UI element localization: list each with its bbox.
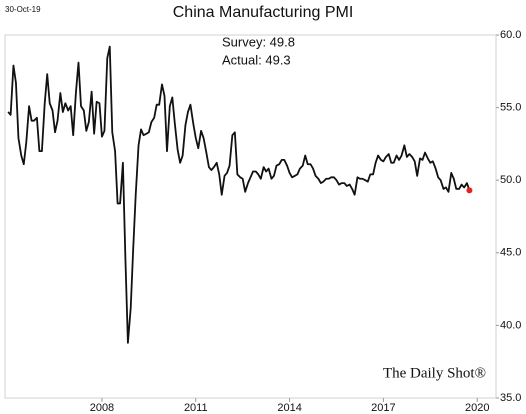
- y-tick-label: 45.0: [500, 247, 521, 259]
- date-label: 30-Oct-19: [5, 5, 41, 14]
- line: [7, 45, 471, 344]
- x-tick-label: 2017: [371, 402, 395, 414]
- chart-title: China Manufacturing PMI: [173, 4, 354, 21]
- y-tick-label: 50.0: [500, 174, 521, 186]
- last-point: [466, 187, 473, 194]
- annotation: Actual: 49.3: [222, 52, 291, 67]
- x-tick-label: 2011: [184, 402, 208, 414]
- watermark: The Daily Shot®: [383, 365, 486, 381]
- y-tick-label: 35.0: [500, 392, 521, 404]
- annotation: Survey: 49.8: [222, 34, 295, 49]
- x-tick-label: 2008: [90, 402, 114, 414]
- y-tick-label: 55.0: [500, 102, 521, 114]
- x-tick-label: 2014: [277, 402, 301, 414]
- y-tick-label: 60.0: [500, 29, 521, 41]
- plot-frame: [4, 34, 497, 399]
- y-tick-label: 40.0: [500, 319, 521, 331]
- x-tick-label: 2020: [465, 402, 489, 414]
